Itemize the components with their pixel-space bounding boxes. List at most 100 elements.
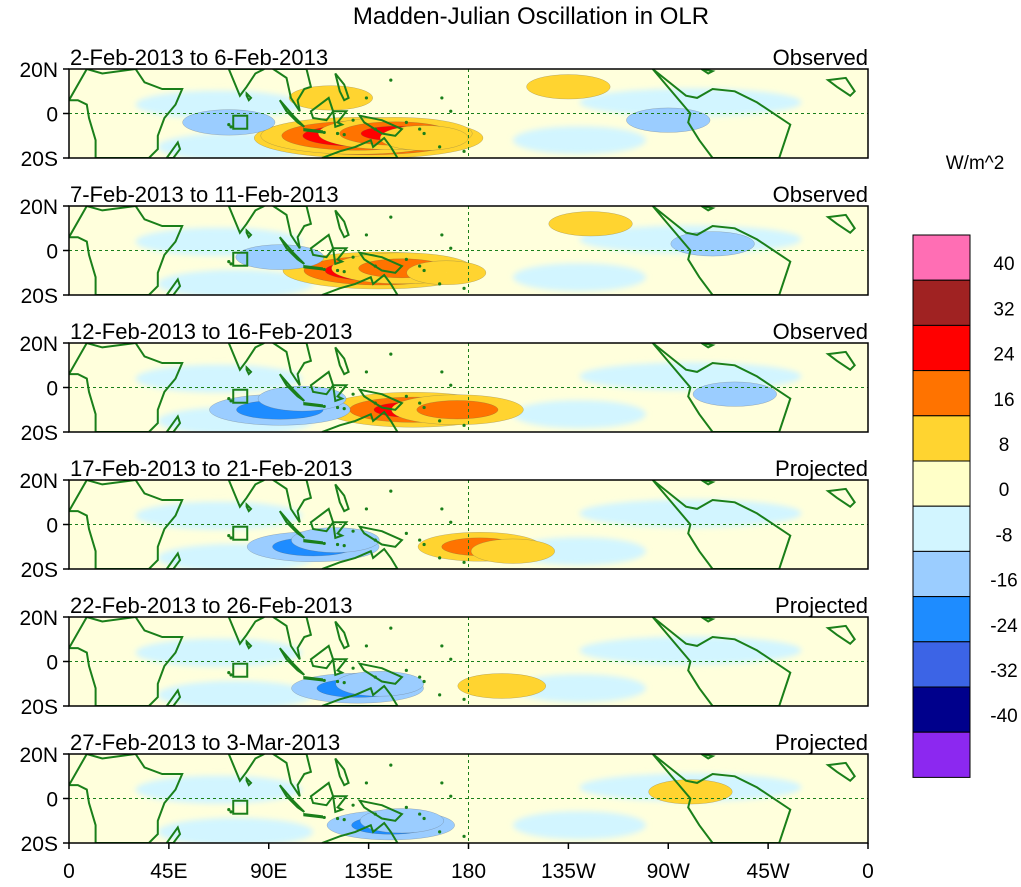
coastline (309, 233, 335, 259)
coastline (165, 551, 182, 569)
island (462, 286, 466, 290)
colorbar-swatch (912, 641, 971, 688)
island (229, 399, 233, 403)
x-tick-label: 90W (647, 860, 690, 883)
weak-negative-band (512, 811, 647, 840)
coastline (700, 617, 716, 623)
colorbar-swatch (912, 460, 971, 507)
coastline (245, 502, 253, 513)
coastline (271, 206, 313, 249)
island (227, 260, 231, 264)
coastline (165, 414, 182, 432)
island (351, 255, 355, 259)
island (462, 423, 466, 427)
island (342, 270, 346, 274)
island (229, 536, 233, 540)
island (418, 401, 422, 405)
coastline (278, 647, 306, 676)
island (335, 816, 340, 821)
panel-status: Projected (775, 593, 868, 618)
colorbar-swatch (912, 686, 971, 733)
weak-negative-band (579, 636, 802, 665)
coastline (165, 140, 182, 158)
chart-title: Madden-Julian Oscillation in OLR (353, 3, 709, 30)
weak-negative-band (135, 638, 303, 667)
weak-negative-band (512, 400, 647, 429)
island (342, 133, 346, 137)
island (404, 531, 408, 536)
x-tick-label: 45W (747, 860, 790, 883)
colorbar-tick-label: -32 (990, 661, 1017, 682)
coastline (165, 277, 182, 295)
coastline (321, 410, 399, 432)
panel-date-range: 22-Feb-2013 to 26-Feb-2013 (70, 593, 353, 618)
coastline (69, 206, 184, 295)
coastline (69, 754, 184, 843)
coastline (165, 825, 182, 843)
island (322, 267, 326, 272)
colorbar-tick-label: -24 (990, 616, 1018, 637)
weak-negative-band (135, 775, 303, 804)
coastline (69, 480, 184, 569)
island (227, 397, 231, 401)
island (440, 507, 444, 511)
weak-negative-band (512, 263, 647, 292)
coastline (331, 795, 349, 814)
y-tick-label: 20N (19, 607, 58, 630)
panel-date-range: 17-Feb-2013 to 21-Feb-2013 (70, 456, 353, 481)
island (364, 96, 369, 100)
coastline (245, 639, 253, 650)
weak-negative-band (579, 88, 802, 117)
island (364, 507, 369, 511)
island (438, 419, 442, 423)
coastline (331, 384, 349, 403)
coastline (334, 483, 350, 513)
island (322, 815, 326, 820)
olr-panel-1: 20N 0 20S 2-Feb-2013 to 6-Feb-2013 Observed (19, 45, 869, 171)
coastline (278, 510, 306, 539)
island (440, 96, 444, 100)
coastline (303, 127, 323, 134)
colorbar-swatch (912, 731, 971, 778)
island (364, 644, 369, 648)
y-tick-label: 20S (21, 559, 58, 582)
island (364, 370, 369, 374)
island (440, 370, 444, 374)
coastline (700, 206, 716, 212)
island (389, 352, 393, 356)
weak-negative-band (157, 680, 314, 706)
colorbar-tick-label: 40 (993, 254, 1014, 275)
coastline (309, 370, 335, 396)
coastline (321, 821, 399, 843)
coastline (825, 487, 856, 508)
island (351, 392, 355, 396)
colorbar-swatch (912, 234, 971, 281)
y-tick-label: 0 (46, 515, 58, 538)
colorbar-units: W/m^2 (946, 153, 1005, 174)
coastline (227, 69, 265, 98)
weak-negative-band (135, 90, 303, 119)
weak-negative-band (135, 364, 303, 393)
island (342, 681, 346, 685)
coastline (309, 781, 335, 807)
coastline (278, 373, 306, 402)
y-tick-label: 0 (46, 241, 58, 264)
x-tick-label: 135E (344, 860, 393, 883)
weak-negative-band (157, 269, 314, 295)
y-tick-label: 0 (46, 789, 58, 812)
coastline (321, 273, 399, 295)
y-tick-label: 20S (21, 148, 58, 171)
panel-date-range: 7-Feb-2013 to 11-Feb-2013 (70, 182, 339, 207)
island (335, 131, 340, 136)
island (438, 830, 442, 834)
island (351, 666, 355, 670)
coastline (357, 251, 404, 274)
coastline (825, 76, 856, 97)
island (404, 805, 408, 810)
island (440, 644, 444, 648)
coastline (227, 754, 265, 783)
y-tick-label: 20N (19, 470, 58, 493)
x-tick-label: 135W (541, 860, 596, 883)
colorbar-tick-label: -16 (990, 571, 1017, 592)
region-box (232, 799, 249, 815)
